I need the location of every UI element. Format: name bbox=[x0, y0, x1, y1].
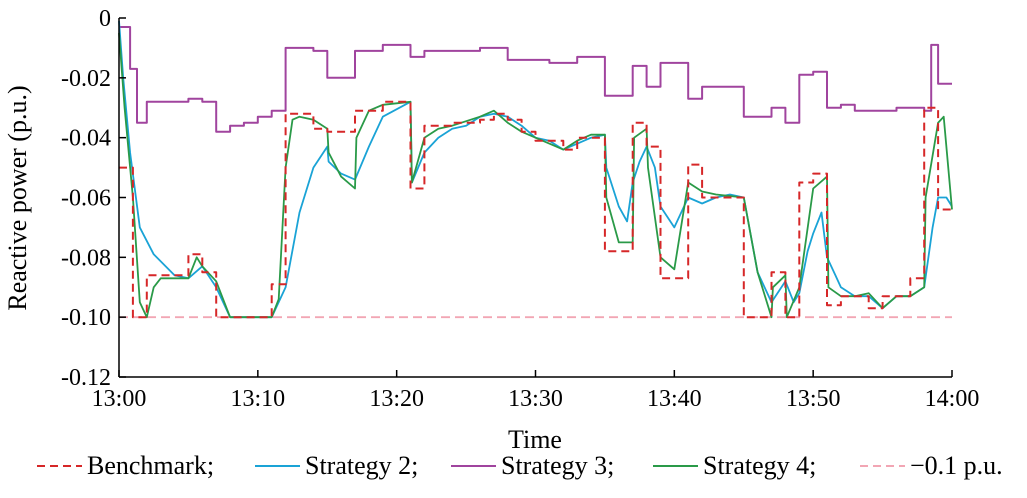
y-tick-label: -0.12 bbox=[61, 365, 111, 391]
x-tick-label: 13:10 bbox=[230, 386, 285, 412]
x-tick-label: 13:40 bbox=[647, 386, 702, 412]
x-tick-label: 13:30 bbox=[508, 386, 563, 412]
strategy-2-series bbox=[118, 20, 953, 319]
legend-label: Strategy 4; bbox=[703, 451, 816, 480]
legend-label: Strategy 3; bbox=[501, 451, 614, 480]
legend-label: Strategy 2; bbox=[305, 451, 418, 480]
y-tick-label: -0.04 bbox=[61, 126, 111, 152]
benchmark-series bbox=[119, 100, 952, 319]
legend-limit: −0.1 p.u. bbox=[860, 451, 1003, 480]
y-tick-label: -0.08 bbox=[61, 245, 111, 271]
legend-label: −0.1 p.u. bbox=[910, 451, 1003, 480]
x-axis-title: Time bbox=[508, 425, 562, 454]
x-tick-label: 13:00 bbox=[92, 386, 147, 412]
x-tick-label: 14:00 bbox=[925, 386, 980, 412]
plot-area bbox=[118, 20, 953, 319]
legend-label: Benchmark; bbox=[87, 451, 214, 480]
y-tick-label: -0.10 bbox=[61, 305, 111, 331]
legend-strategy-4: Strategy 4; bbox=[653, 451, 816, 480]
x-tick-label: 13:20 bbox=[369, 386, 424, 412]
x-tick-label: 13:50 bbox=[786, 386, 841, 412]
y-tick-label: -0.06 bbox=[61, 186, 111, 212]
strategy-3-series bbox=[119, 26, 952, 133]
y-axis-title: Reactive power (p.u.) bbox=[3, 85, 32, 310]
legend: Benchmark; Strategy 2; Strategy 3; Strategy… bbox=[37, 451, 1003, 480]
y-tick-label: 0 bbox=[99, 6, 111, 32]
legend-strategy-3: Strategy 3; bbox=[451, 451, 614, 480]
legend-benchmark: Benchmark; bbox=[37, 451, 214, 480]
y-tick-label: -0.02 bbox=[61, 66, 111, 92]
ticks: 13:00 13:10 13:20 13:30 13:40 13:50 14:00 0 -0.0… bbox=[61, 6, 979, 412]
legend-strategy-2: Strategy 2; bbox=[255, 451, 418, 480]
